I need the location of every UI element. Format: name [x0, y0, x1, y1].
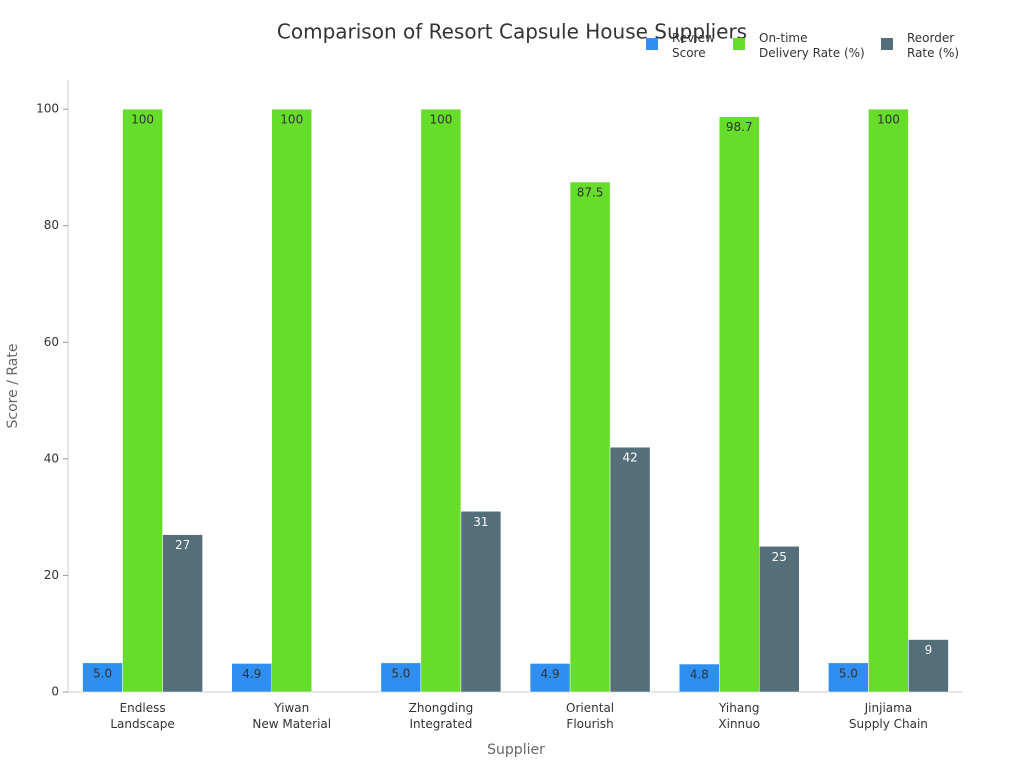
- y-tick-label: 0: [51, 685, 59, 699]
- data-label: 31: [473, 515, 488, 529]
- bar: [868, 108, 909, 693]
- data-label: 5.0: [391, 666, 410, 680]
- legend-swatch: [646, 38, 658, 50]
- x-tick-label: Jinjiama Supply Chain: [849, 701, 928, 731]
- legend-label: Review Score: [672, 31, 715, 60]
- y-tick-label: 100: [36, 102, 59, 116]
- y-tick-label: 60: [44, 335, 59, 349]
- legend-label: On-time Delivery Rate (%): [759, 31, 865, 60]
- y-tick-label: 80: [44, 218, 59, 232]
- bar: [82, 662, 123, 693]
- bar: [122, 108, 163, 693]
- data-label: 5.0: [93, 666, 112, 680]
- bar: [609, 446, 651, 693]
- legend-swatch: [881, 38, 893, 50]
- y-axis-label: Score / Rate: [5, 344, 21, 429]
- x-tick-label: Yiwan New Material: [252, 701, 331, 731]
- legend-swatch: [733, 38, 745, 50]
- legend-label: Reorder Rate (%): [907, 31, 959, 60]
- bar: [529, 663, 571, 693]
- bar: [162, 534, 203, 693]
- chart-title: Comparison of Resort Capsule House Suppl…: [277, 20, 747, 44]
- x-tick-label: Endless Landscape: [110, 701, 174, 731]
- bar: [679, 663, 720, 693]
- data-label: 4.8: [690, 668, 709, 682]
- data-label: 100: [280, 113, 303, 127]
- data-label: 25: [772, 550, 787, 564]
- bar: [719, 116, 760, 693]
- data-label: 4.9: [242, 667, 261, 681]
- bar: [569, 181, 611, 693]
- bar: [231, 663, 272, 693]
- y-tick-label: 40: [44, 451, 59, 465]
- bar: [759, 546, 800, 693]
- data-label: 100: [429, 113, 452, 127]
- bar: [420, 108, 462, 693]
- bar: [908, 639, 949, 693]
- bar: [271, 108, 312, 693]
- data-label: 100: [131, 113, 154, 127]
- data-label: 42: [622, 451, 637, 465]
- x-tick-label: Oriental Flourish: [566, 701, 614, 731]
- data-label: 27: [175, 538, 190, 552]
- data-label: 98.7: [726, 120, 753, 134]
- data-label: 100: [877, 113, 900, 127]
- bar: [460, 511, 502, 693]
- data-label: 9: [925, 643, 933, 657]
- bar: [828, 662, 869, 693]
- x-tick-label: Zhongding Integrated: [409, 701, 474, 731]
- x-tick-label: Yihang Xinnuo: [718, 701, 760, 731]
- data-label: 87.5: [577, 186, 604, 200]
- y-tick-label: 20: [44, 568, 59, 582]
- x-axis-label: Supplier: [487, 742, 545, 758]
- data-label: 4.9: [541, 667, 560, 681]
- data-label: 5.0: [839, 666, 858, 680]
